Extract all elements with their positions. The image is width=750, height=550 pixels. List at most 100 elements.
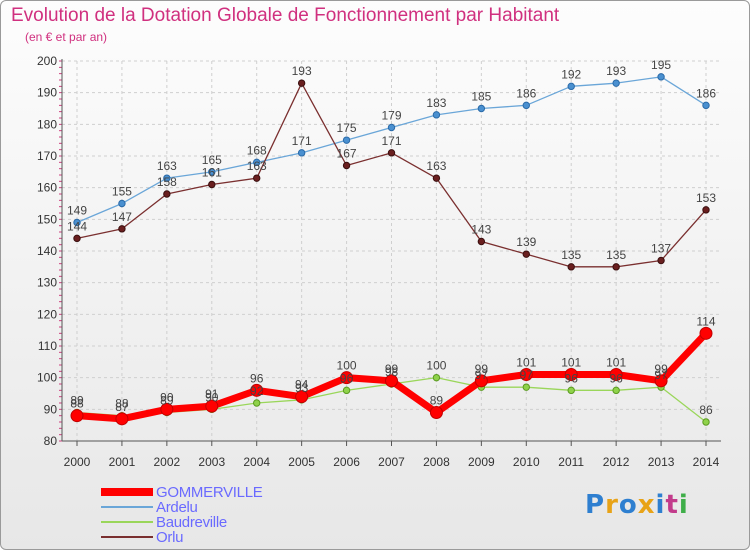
data-label-baudreville: 100 bbox=[426, 359, 446, 373]
data-point-ardelu bbox=[208, 168, 216, 176]
data-point-ardelu bbox=[73, 218, 81, 227]
y-tick-label: 200 bbox=[37, 54, 57, 68]
data-label-orlu: 139 bbox=[516, 235, 536, 249]
data-point-gommerville bbox=[699, 326, 713, 340]
data-point-ardelu bbox=[118, 199, 126, 208]
x-tick-label: 2010 bbox=[513, 455, 540, 469]
data-point-ardelu bbox=[342, 136, 351, 144]
chart-title: Evolution de la Dotation Globale de Fonc… bbox=[11, 5, 560, 26]
logo-letter: o bbox=[618, 490, 638, 520]
y-tick-label: 120 bbox=[37, 307, 57, 321]
x-tick-label: 2008 bbox=[423, 455, 450, 469]
x-tick-label: 2001 bbox=[109, 455, 136, 469]
data-label-baudreville: 96 bbox=[565, 371, 579, 385]
legend-swatch bbox=[101, 488, 153, 496]
y-tick-label: 170 bbox=[37, 149, 57, 163]
data-point-gommerville bbox=[160, 402, 174, 416]
data-label-orlu: 144 bbox=[67, 219, 87, 233]
data-label-ardelu: 185 bbox=[471, 90, 491, 104]
data-label-baudreville: 97 bbox=[654, 368, 668, 382]
x-tick-label: 2006 bbox=[333, 455, 360, 469]
proxiti-logo: Proxiti bbox=[585, 490, 689, 520]
data-label-gommerville: 91 bbox=[205, 387, 219, 401]
data-point-gommerville bbox=[564, 368, 578, 381]
data-point-baudreville bbox=[432, 373, 441, 382]
x-tick-label: 2013 bbox=[648, 455, 675, 469]
x-tick-label: 2000 bbox=[64, 455, 91, 469]
data-label-orlu: 137 bbox=[651, 242, 671, 256]
x-tick-label: 2011 bbox=[558, 455, 584, 469]
data-point-orlu bbox=[342, 161, 351, 170]
data-point-orlu bbox=[387, 149, 396, 157]
data-label-ardelu: 163 bbox=[157, 159, 177, 173]
data-point-baudreville bbox=[612, 386, 620, 395]
data-label-gommerville: 87 bbox=[115, 400, 129, 414]
data-point-gommerville bbox=[474, 374, 488, 388]
data-point-ardelu bbox=[297, 149, 306, 157]
data-label-gommerville: 90 bbox=[160, 390, 174, 404]
data-label-baudreville: 96 bbox=[340, 371, 354, 385]
data-point-ardelu bbox=[387, 123, 396, 132]
data-label-ardelu: 149 bbox=[67, 204, 87, 218]
y-tick-label: 180 bbox=[37, 117, 57, 131]
y-tick-label: 150 bbox=[37, 212, 57, 226]
data-label-orlu: 193 bbox=[292, 64, 312, 78]
data-label-gommerville: 101 bbox=[606, 356, 626, 370]
data-label-baudreville: 88 bbox=[115, 397, 129, 411]
data-label-ardelu: 175 bbox=[337, 121, 357, 135]
data-point-gommerville bbox=[205, 399, 219, 413]
data-label-baudreville: 93 bbox=[295, 381, 309, 395]
data-label-ardelu: 168 bbox=[247, 143, 267, 157]
x-tick-label: 2002 bbox=[154, 455, 181, 469]
y-tick-label: 160 bbox=[37, 181, 57, 195]
data-label-ardelu: 192 bbox=[561, 67, 581, 81]
data-point-ardelu bbox=[432, 111, 441, 119]
data-point-orlu bbox=[657, 256, 665, 265]
legend-label: Orlu bbox=[156, 529, 184, 546]
data-point-orlu bbox=[73, 234, 81, 243]
y-tick-label: 110 bbox=[38, 339, 57, 353]
logo-letter: t bbox=[665, 490, 679, 520]
data-label-orlu: 153 bbox=[696, 191, 716, 205]
data-point-gommerville bbox=[250, 383, 264, 397]
data-point-ardelu bbox=[657, 73, 665, 81]
y-tick-label: 90 bbox=[44, 402, 58, 416]
data-point-ardelu bbox=[702, 101, 710, 110]
data-point-orlu bbox=[522, 250, 530, 258]
logo-letter: i bbox=[655, 490, 666, 520]
data-point-baudreville bbox=[522, 383, 530, 391]
data-point-orlu bbox=[118, 225, 126, 233]
data-label-baudreville: 97 bbox=[520, 368, 534, 382]
logo-letter: r bbox=[605, 490, 619, 520]
data-label-baudreville: 90 bbox=[205, 390, 219, 404]
x-tick-label: 2004 bbox=[243, 455, 270, 469]
data-point-baudreville bbox=[253, 399, 261, 407]
data-label-gommerville: 99 bbox=[385, 362, 399, 376]
data-point-ardelu bbox=[567, 82, 575, 91]
data-label-ardelu: 171 bbox=[292, 134, 312, 148]
logo-letter: i bbox=[678, 490, 689, 520]
data-point-gommerville bbox=[115, 412, 129, 426]
data-label-gommerville: 114 bbox=[696, 314, 715, 328]
data-label-baudreville: 89 bbox=[160, 394, 174, 408]
legend-label: Ardelu bbox=[156, 499, 198, 516]
data-label-baudreville: 86 bbox=[699, 403, 713, 417]
data-point-orlu bbox=[432, 174, 441, 182]
data-point-ardelu bbox=[522, 101, 530, 110]
data-point-orlu bbox=[253, 174, 261, 182]
data-label-orlu: 135 bbox=[561, 248, 581, 262]
data-point-gommerville bbox=[340, 371, 354, 385]
legend-label: GOMMERVILLE bbox=[156, 484, 263, 501]
x-tick-label: 2005 bbox=[288, 455, 315, 469]
data-point-gommerville bbox=[654, 374, 668, 388]
data-label-gommerville: 94 bbox=[295, 378, 309, 392]
data-label-gommerville: 101 bbox=[561, 356, 581, 370]
x-tick-label: 2009 bbox=[468, 455, 495, 469]
data-point-baudreville bbox=[342, 386, 351, 395]
data-point-ardelu bbox=[253, 158, 261, 167]
chart-subtitle: (en € et par an) bbox=[25, 30, 108, 44]
data-label-orlu: 163 bbox=[247, 159, 267, 173]
x-tick-label: 2014 bbox=[693, 455, 720, 469]
data-label-gommerville: 89 bbox=[430, 394, 444, 408]
